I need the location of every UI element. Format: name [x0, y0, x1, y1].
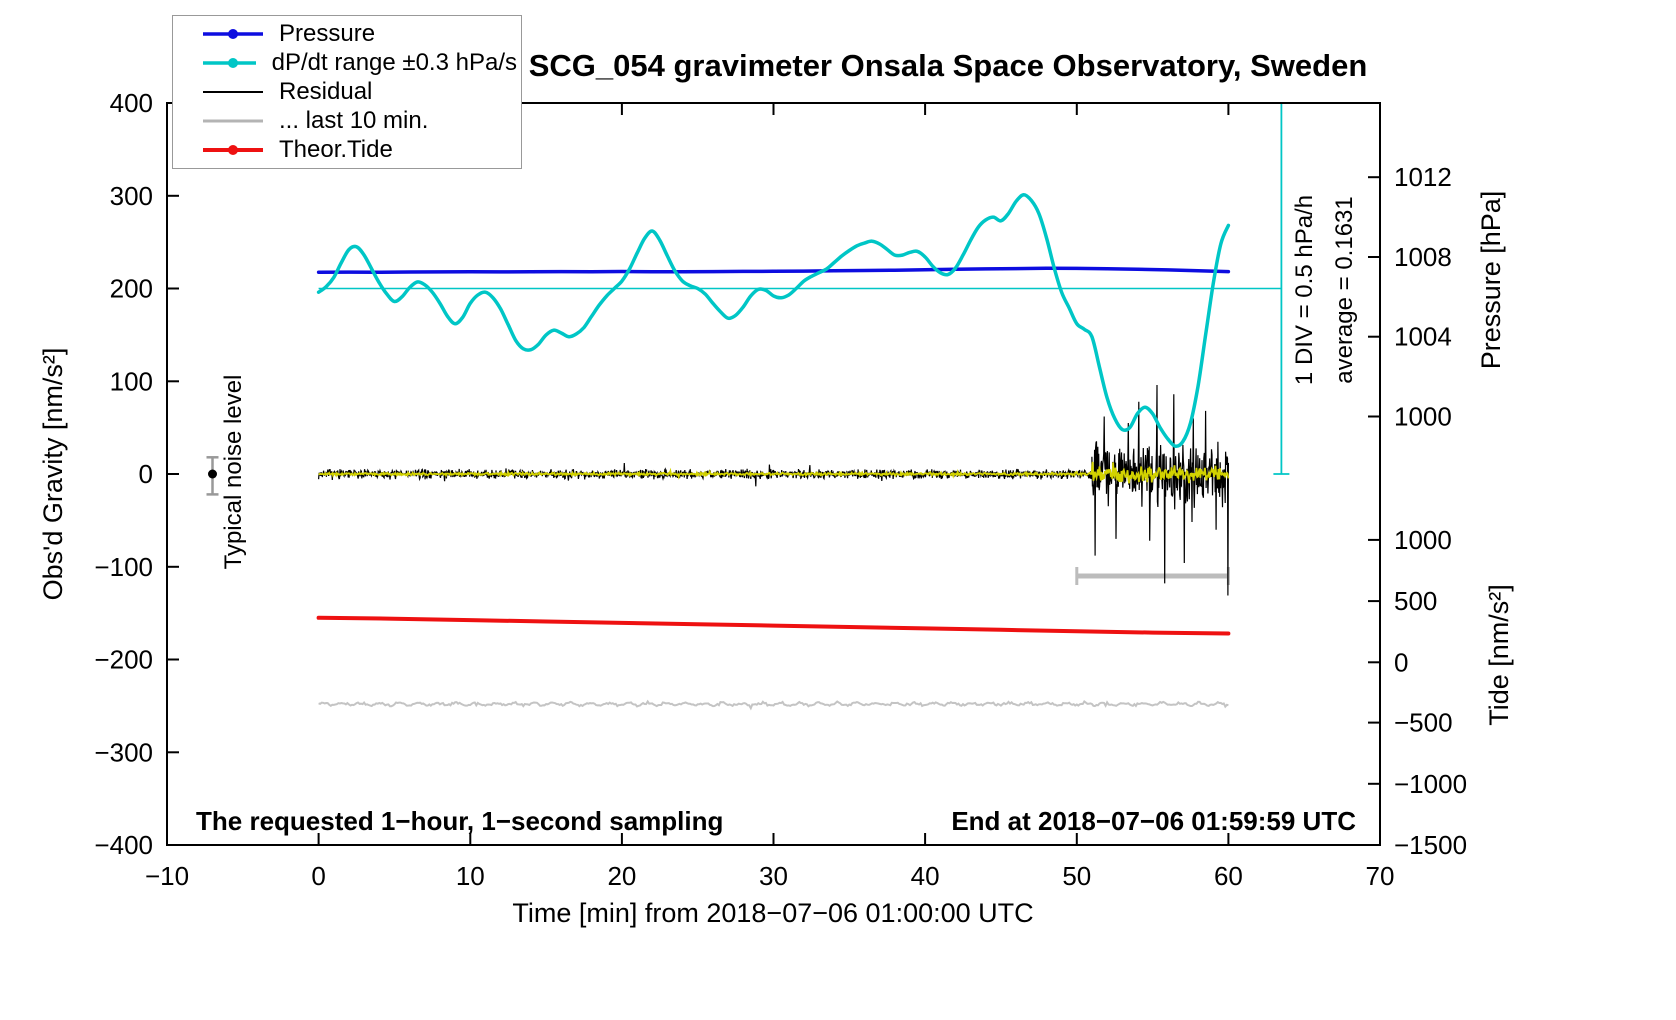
tide-tick-label: −1000	[1394, 769, 1467, 799]
legend-item: Residual	[203, 78, 517, 106]
last10min-trace-trace	[318, 699, 1229, 711]
pressure-tick-label: 1000	[1394, 402, 1452, 432]
div-scale-annotation: 1 DIV = 0.5 hPa/h	[1291, 195, 1318, 385]
legend-marker-dot	[228, 29, 238, 40]
legend-item-label: ... last 10 min.	[279, 106, 429, 134]
plot-render-layer: −10 0 10 20 30 40 50 60 70−400−300−200−100010020…	[94, 88, 1467, 891]
x-tick-label: 30	[759, 861, 788, 891]
tide-tick-label: −1500	[1394, 830, 1467, 860]
x-tick-label: 70	[1366, 861, 1395, 891]
legend-marker	[203, 119, 263, 123]
x-tick-label: 10	[456, 861, 485, 891]
tide-tick-label: 1000	[1394, 525, 1452, 555]
legend-marker	[203, 90, 263, 93]
dpdt-range-line	[316, 193, 1231, 449]
legend-marker	[203, 144, 263, 155]
y-tick-label: 200	[110, 274, 153, 304]
pressure-tick-label: 1004	[1394, 322, 1452, 352]
legend-item-label: Pressure	[279, 20, 376, 48]
legend-marker	[203, 29, 263, 40]
legend-item: dP/dt range ±0.3 hPa/s	[203, 49, 517, 77]
noise-level-label: Typical noise level	[220, 375, 247, 570]
end-time-note: End at 2018−07−06 01:59:59 UTC	[951, 806, 1356, 836]
x-tick-label: 50	[1062, 861, 1091, 891]
sampling-note: The requested 1−hour, 1−second sampling	[196, 806, 723, 836]
y-tick-label: 400	[110, 88, 153, 118]
legend-marker-dot	[228, 58, 238, 69]
residual-filtered-trace	[318, 461, 1230, 484]
x-tick-label: 60	[1214, 861, 1243, 891]
pressure-line	[316, 266, 1231, 275]
tide-tick-label: 0	[1394, 647, 1408, 677]
pressure-tick-label: 1012	[1394, 162, 1452, 192]
y-tick-label: −300	[94, 737, 153, 767]
x-axis-label: Time [min] from 2018−07−06 01:00:00 UTC	[512, 898, 1033, 928]
legend-marker	[203, 58, 256, 69]
pressure-axis-label: Pressure [hPa]	[1476, 191, 1506, 370]
legend-marker-dot	[228, 144, 238, 155]
legend-box: Pressure dP/dt range ±0.3 hPa/s Residual..…	[172, 15, 522, 169]
residual-trace	[318, 384, 1230, 596]
y-tick-label: 100	[110, 366, 153, 396]
x-tick-label: 40	[911, 861, 940, 891]
pressure-tick-label: 1008	[1394, 242, 1452, 272]
typical-noise-marker	[208, 469, 217, 479]
y-tick-label: 300	[110, 181, 153, 211]
legend-item-label: Residual	[279, 77, 373, 105]
y-tick-label: 0	[139, 459, 153, 489]
x-tick-label: 0	[311, 861, 325, 891]
y-tick-label: −400	[94, 830, 153, 860]
y-tick-label: −200	[94, 645, 153, 675]
theor-tide-line	[316, 615, 1231, 636]
x-tick-label: 20	[607, 861, 636, 891]
legend-item: ... last 10 min.	[203, 107, 517, 135]
legend-item-label: dP/dt range ±0.3 hPa/s	[271, 49, 517, 77]
tide-axis-label: Tide [nm/s²]	[1484, 584, 1514, 726]
tide-tick-label: 500	[1394, 586, 1437, 616]
legend-item: Pressure	[203, 20, 517, 48]
average-annotation: average = 0.1631	[1331, 196, 1358, 384]
x-tick-label: −10	[145, 861, 189, 891]
chart-title: SCG_054 gravimeter Onsala Space Observat…	[529, 48, 1368, 83]
legend-item: Theor.Tide	[203, 136, 517, 164]
legend-item-label: Theor.Tide	[279, 135, 393, 163]
tide-tick-label: −500	[1394, 708, 1453, 738]
y-tick-label: −100	[94, 552, 153, 582]
y-axis-label-left: Obs'd Gravity [nm/s²]	[38, 348, 68, 601]
